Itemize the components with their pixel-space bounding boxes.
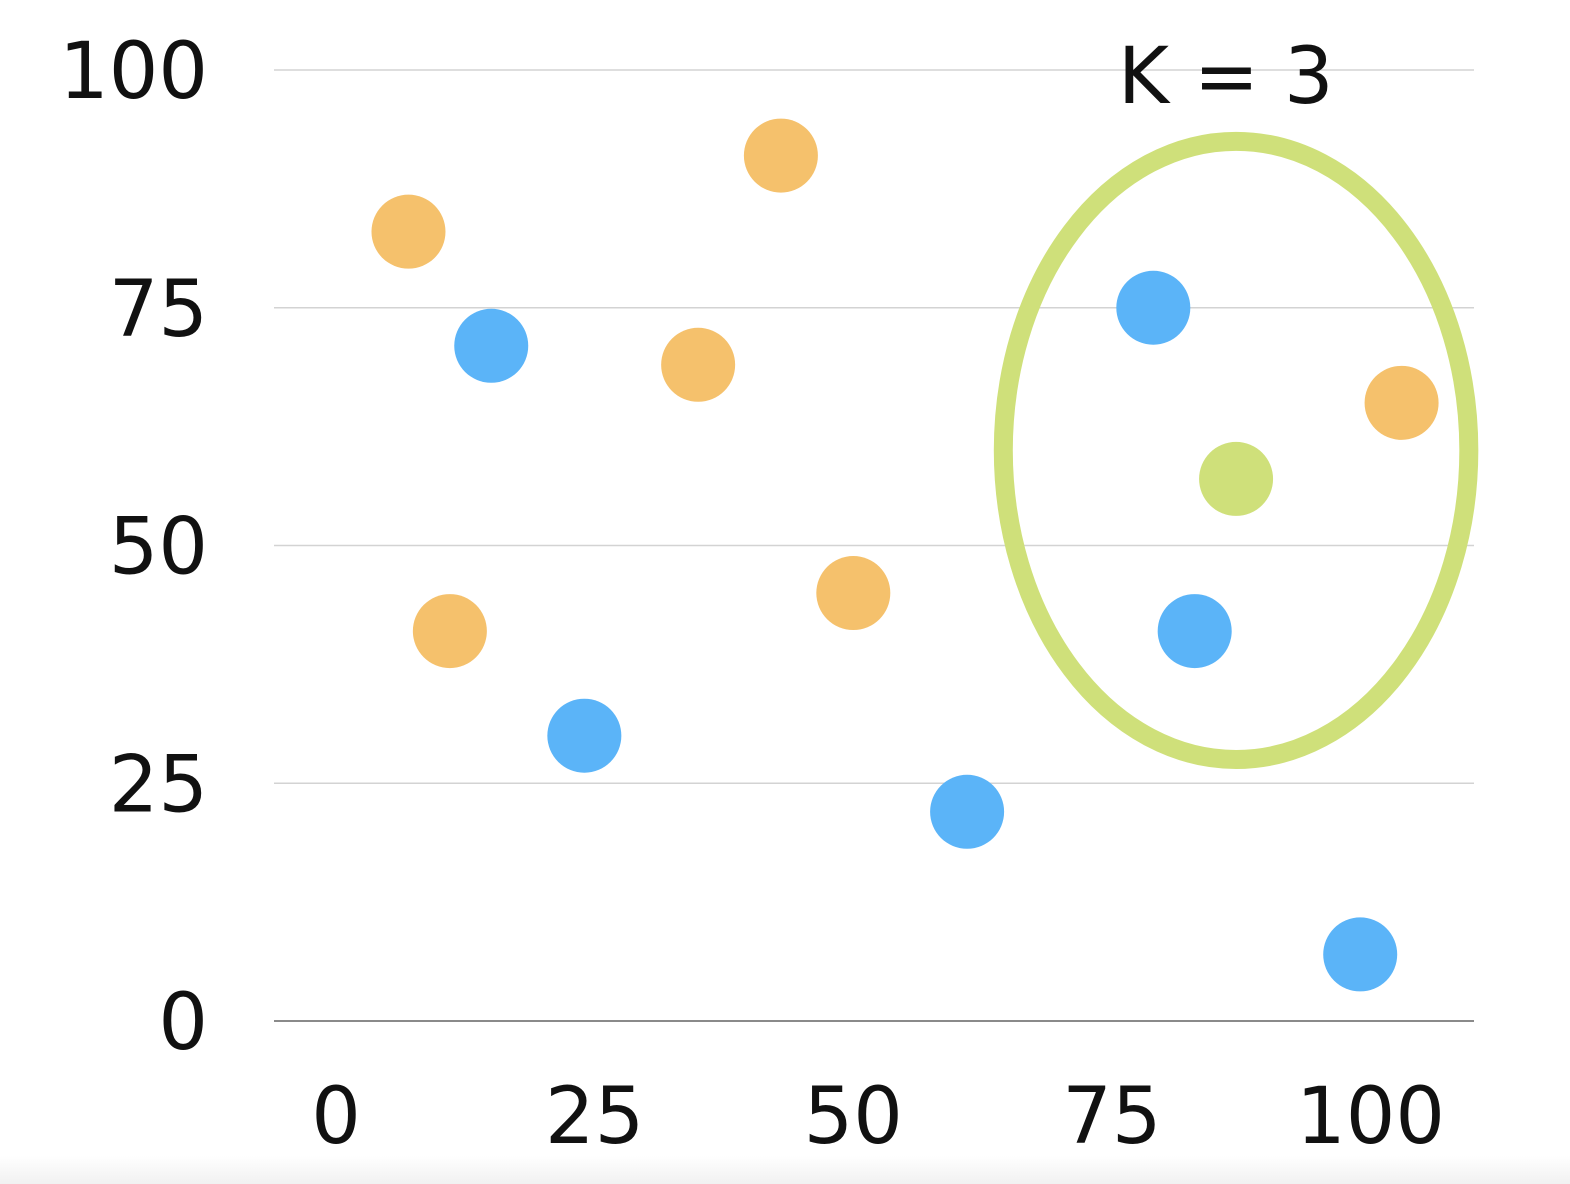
x-tick-labels: 0 25 50 75 100	[311, 1072, 1445, 1162]
orange-point-6	[1364, 365, 1439, 440]
data-points	[371, 118, 1439, 992]
x-tick-label-75: 75	[1062, 1072, 1161, 1162]
x-tick-label-100: 100	[1296, 1072, 1445, 1162]
x-tick-label-25: 25	[545, 1072, 644, 1162]
y-tick-label-50: 50	[109, 503, 208, 593]
blue-point-4	[1116, 270, 1191, 345]
y-tick-labels: 0 25 50 75 100	[59, 27, 208, 1068]
blue-point-5	[1157, 594, 1232, 669]
orange-point-1	[371, 194, 446, 269]
x-tick-label-0: 0	[311, 1072, 361, 1162]
k-neighbors-ellipse	[993, 131, 1479, 769]
orange-point-3	[743, 118, 818, 193]
annotations: K = 3	[993, 32, 1479, 769]
bottom-edge-strip	[0, 1156, 1570, 1184]
y-tick-label-100: 100	[59, 27, 208, 117]
x-tick-label-50: 50	[804, 1072, 903, 1162]
orange-point-4	[412, 594, 487, 669]
orange-point-5	[816, 556, 891, 631]
blue-point-3	[930, 774, 1005, 849]
green-point-1	[1199, 441, 1274, 516]
y-tick-label-25: 25	[109, 740, 208, 830]
y-tick-label-75: 75	[109, 265, 208, 355]
grid-lines	[274, 69, 1474, 784]
blue-point-6	[1323, 917, 1398, 992]
blue-point-1	[454, 308, 529, 383]
orange-point-2	[661, 327, 736, 402]
k-value-label: K = 3	[1118, 32, 1334, 122]
blue-point-2	[547, 698, 622, 773]
y-tick-label-0: 0	[158, 978, 208, 1068]
